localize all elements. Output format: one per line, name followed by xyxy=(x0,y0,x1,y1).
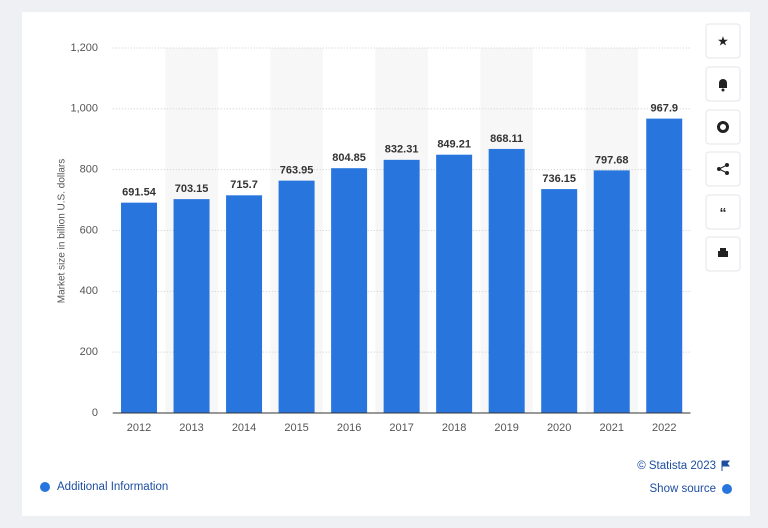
value-label: 715.7 xyxy=(230,179,258,191)
bar xyxy=(226,195,263,413)
value-label: 832.31 xyxy=(385,144,419,156)
value-label: 804.85 xyxy=(332,152,366,164)
x-tick-label: 2020 xyxy=(547,422,571,434)
cite-button[interactable]: “ xyxy=(705,194,741,230)
y-tick-label: 0 xyxy=(92,407,98,419)
y-tick-label: 1,000 xyxy=(70,103,98,115)
value-label: 797.68 xyxy=(595,154,629,166)
bar xyxy=(331,168,368,413)
x-tick-label: 2015 xyxy=(284,422,308,434)
value-label: 763.95 xyxy=(280,165,314,177)
favorite-button[interactable]: ★ xyxy=(705,23,741,59)
bar xyxy=(121,202,158,413)
toolbar: ★ “ xyxy=(705,23,741,272)
value-label: 967.9 xyxy=(650,103,678,115)
bar xyxy=(541,189,578,413)
flag-icon xyxy=(721,460,731,471)
value-label: 691.54 xyxy=(122,187,157,199)
alert-button[interactable] xyxy=(705,66,741,102)
x-tick-label: 2016 xyxy=(337,422,361,434)
settings-button[interactable] xyxy=(705,109,741,145)
x-tick-label: 2013 xyxy=(179,422,203,434)
x-tick-label: 2022 xyxy=(652,422,676,434)
svg-text:★: ★ xyxy=(717,33,729,48)
x-tick-label: 2012 xyxy=(127,422,151,434)
show-source[interactable]: Show source xyxy=(650,483,716,495)
source-icon xyxy=(722,484,732,494)
bar xyxy=(593,170,630,413)
svg-text:“: “ xyxy=(720,205,727,221)
x-tick-label: 2018 xyxy=(442,422,466,434)
y-tick-label: 400 xyxy=(80,285,98,297)
additional-info[interactable]: Additional Information xyxy=(57,481,168,493)
bar xyxy=(488,148,525,413)
bar xyxy=(646,118,683,414)
x-tick-label: 2017 xyxy=(389,422,413,434)
copyright[interactable]: © Statista 2023 xyxy=(637,460,716,472)
value-label: 868.11 xyxy=(490,133,523,145)
value-label: 849.21 xyxy=(437,139,471,151)
print-button[interactable] xyxy=(705,236,741,272)
footer: © Statista 2023 Additional Information S… xyxy=(40,460,732,495)
bar xyxy=(383,159,420,413)
bar xyxy=(173,199,210,413)
y-tick-label: 200 xyxy=(80,346,98,358)
share-button[interactable] xyxy=(705,151,741,187)
bar xyxy=(436,154,473,414)
info-icon xyxy=(40,482,50,492)
y-axis-label: Market size in billion U.S. dollars xyxy=(57,159,68,304)
value-label: 736.15 xyxy=(542,173,576,185)
y-tick-label: 1,200 xyxy=(70,42,98,54)
y-tick-label: 600 xyxy=(80,224,98,236)
value-label: 703.15 xyxy=(175,183,209,195)
y-tick-label: 800 xyxy=(80,164,98,176)
bar xyxy=(278,180,315,413)
x-tick-label: 2021 xyxy=(599,422,623,434)
x-tick-label: 2014 xyxy=(232,422,256,434)
x-tick-label: 2019 xyxy=(494,422,518,434)
